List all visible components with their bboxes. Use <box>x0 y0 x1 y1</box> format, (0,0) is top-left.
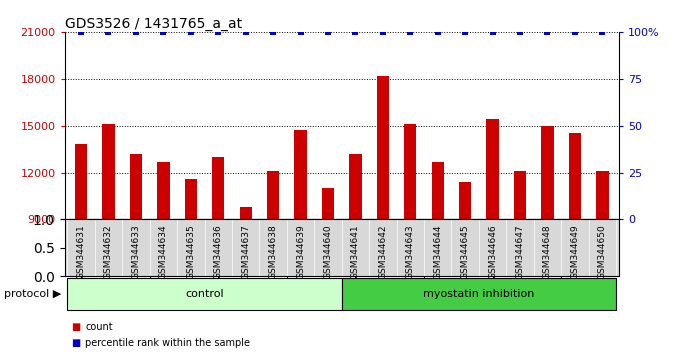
Text: myostatin inhibition: myostatin inhibition <box>423 289 534 299</box>
Point <box>597 29 608 35</box>
Text: GDS3526 / 1431765_a_at: GDS3526 / 1431765_a_at <box>65 17 241 31</box>
Text: GSM344642: GSM344642 <box>378 224 388 279</box>
Bar <box>75 144 87 354</box>
Bar <box>432 162 444 354</box>
Bar <box>185 179 197 354</box>
Text: GSM344640: GSM344640 <box>324 224 333 279</box>
Bar <box>568 133 581 354</box>
Point <box>268 29 279 35</box>
Bar <box>130 154 142 354</box>
Text: GSM344633: GSM344633 <box>131 224 141 279</box>
Point <box>487 29 498 35</box>
Text: GSM344638: GSM344638 <box>269 224 277 279</box>
Bar <box>157 162 169 354</box>
Point <box>240 29 251 35</box>
Text: GSM344644: GSM344644 <box>433 224 442 279</box>
Bar <box>596 171 609 354</box>
Point <box>432 29 443 35</box>
Point <box>295 29 306 35</box>
Text: GSM344639: GSM344639 <box>296 224 305 279</box>
Point <box>158 29 169 35</box>
Bar <box>459 182 471 354</box>
Bar <box>404 124 416 354</box>
Point <box>213 29 224 35</box>
Bar <box>486 119 498 354</box>
Text: GSM344635: GSM344635 <box>186 224 195 279</box>
Bar <box>377 76 389 354</box>
Text: GSM344631: GSM344631 <box>77 224 86 279</box>
Text: GSM344648: GSM344648 <box>543 224 552 279</box>
Point <box>405 29 415 35</box>
Text: GSM344641: GSM344641 <box>351 224 360 279</box>
Point <box>377 29 388 35</box>
Bar <box>341 278 616 310</box>
Bar <box>350 154 362 354</box>
Text: GSM344637: GSM344637 <box>241 224 250 279</box>
Text: GSM344645: GSM344645 <box>460 224 470 279</box>
Text: percentile rank within the sample: percentile rank within the sample <box>85 338 250 348</box>
Point <box>186 29 197 35</box>
Bar <box>67 278 341 310</box>
Bar <box>212 157 224 354</box>
Point <box>131 29 141 35</box>
Point <box>350 29 361 35</box>
Text: protocol ▶: protocol ▶ <box>4 289 61 299</box>
Text: GSM344649: GSM344649 <box>571 224 579 279</box>
Text: ■: ■ <box>71 338 81 348</box>
Text: GSM344632: GSM344632 <box>104 224 113 279</box>
Point <box>515 29 526 35</box>
Point <box>542 29 553 35</box>
Bar <box>514 171 526 354</box>
Text: GSM344636: GSM344636 <box>214 224 223 279</box>
Text: control: control <box>185 289 224 299</box>
Text: GSM344650: GSM344650 <box>598 224 607 279</box>
Text: GSM344647: GSM344647 <box>515 224 524 279</box>
Point <box>103 29 114 35</box>
Bar <box>267 171 279 354</box>
Text: GSM344634: GSM344634 <box>159 224 168 279</box>
Bar <box>102 124 115 354</box>
Bar <box>541 126 554 354</box>
Point <box>322 29 333 35</box>
Text: ■: ■ <box>71 322 81 332</box>
Text: count: count <box>85 322 113 332</box>
Point <box>569 29 580 35</box>
Text: GSM344643: GSM344643 <box>406 224 415 279</box>
Point <box>75 29 86 35</box>
Text: GSM344646: GSM344646 <box>488 224 497 279</box>
Bar <box>322 188 334 354</box>
Bar <box>294 130 307 354</box>
Point <box>460 29 471 35</box>
Bar <box>239 207 252 354</box>
